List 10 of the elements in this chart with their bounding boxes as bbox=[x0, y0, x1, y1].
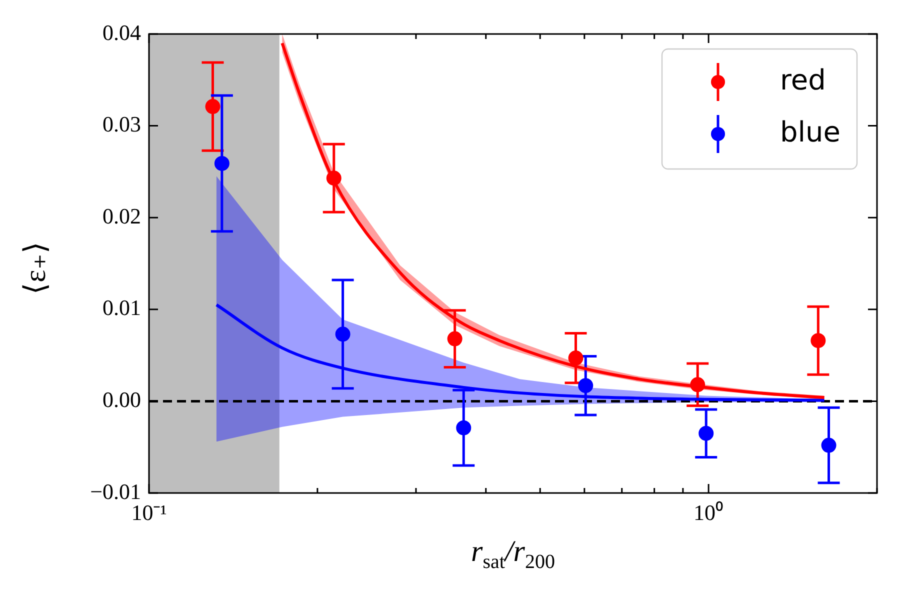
legend-label: blue bbox=[780, 115, 841, 148]
y-tick-label: 0.02 bbox=[102, 203, 141, 228]
legend-label: red bbox=[780, 63, 826, 96]
y-tick-label: 0.01 bbox=[102, 295, 141, 320]
y-axis-title: ⟨ε₊⟩ bbox=[18, 240, 53, 296]
y-tick-label: 0.00 bbox=[102, 386, 141, 412]
y-tick-label: 0.04 bbox=[102, 20, 141, 45]
x-axis-title: r$_{sat}$/r$_{200}$ bbox=[470, 535, 556, 574]
y-tick-label: 0.03 bbox=[102, 112, 141, 137]
x-tick-label: 10⁰ bbox=[694, 500, 724, 525]
